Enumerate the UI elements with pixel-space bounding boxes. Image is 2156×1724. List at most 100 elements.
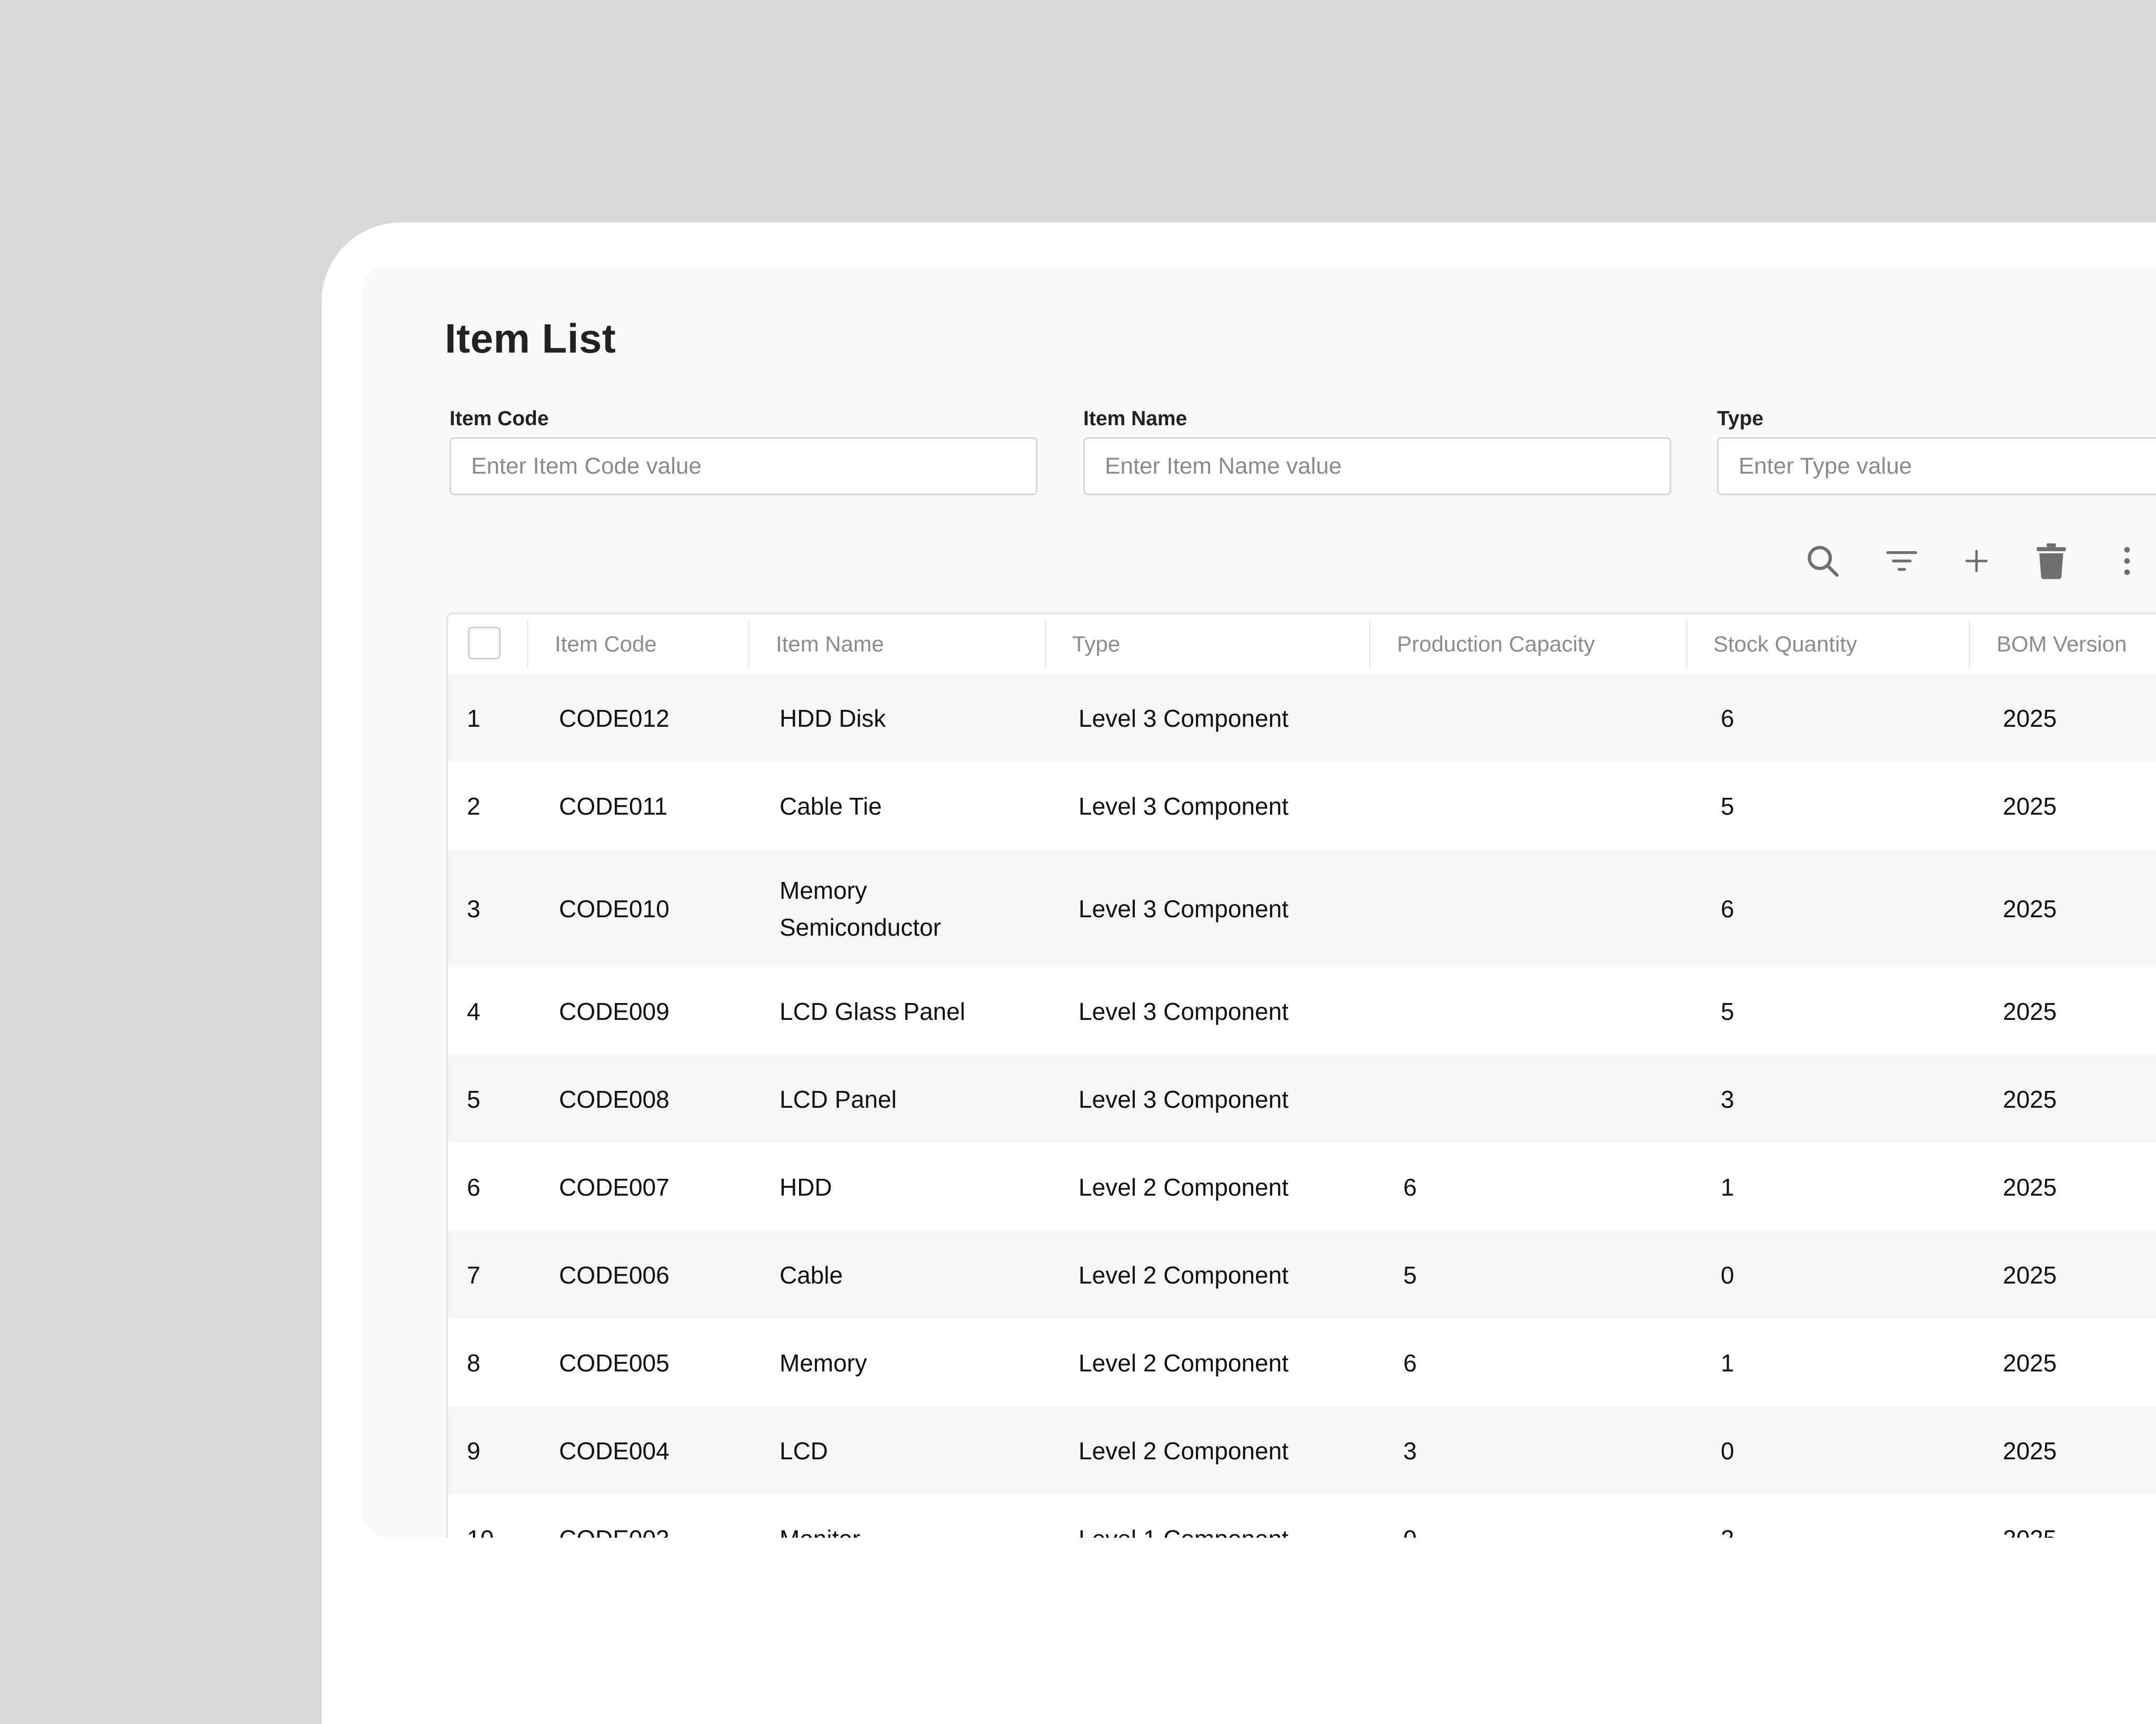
table-row[interactable]: 8 CODE005 Memory Level 2 Component 6 1 2025 bbox=[448, 1319, 2156, 1407]
column-header-item-code[interactable]: Item Code bbox=[555, 632, 657, 656]
item-code-cell: CODE012 bbox=[559, 704, 670, 732]
column-divider bbox=[1969, 619, 1970, 669]
row-number-cell: 1 bbox=[467, 704, 481, 732]
item-code-label: Item Code bbox=[450, 407, 549, 430]
item-name-cell: HDD Disk bbox=[780, 704, 886, 732]
bom-version-cell: 2025 bbox=[2003, 1173, 2057, 1201]
bom-version-cell: 2025 bbox=[2003, 1261, 2057, 1289]
type-cell: Level 2 Component bbox=[1079, 1437, 1289, 1465]
column-header-production-capacity[interactable]: Production Capacity bbox=[1397, 632, 1595, 656]
type-cell: Level 3 Component bbox=[1079, 1085, 1289, 1113]
item-name-cell: LCD Glass Panel bbox=[780, 997, 965, 1025]
item-name-input[interactable] bbox=[1083, 437, 1671, 495]
search-icon[interactable] bbox=[1801, 539, 1845, 583]
item-code-cell: CODE004 bbox=[559, 1437, 670, 1465]
row-number-cell: 10 bbox=[467, 1495, 494, 1538]
column-header-stock-quantity[interactable]: Stock Quantity bbox=[1713, 632, 1858, 656]
type-cell: Level 2 Component bbox=[1079, 1349, 1289, 1377]
type-cell: Level 3 Component bbox=[1079, 704, 1289, 732]
add-icon[interactable] bbox=[1954, 539, 1999, 583]
stock-quantity-cell: 2 bbox=[1721, 1495, 1734, 1538]
filter-icon[interactable] bbox=[1880, 539, 1924, 583]
table-row[interactable]: 9 CODE004 LCD Level 2 Component 3 0 2025 bbox=[448, 1407, 2156, 1495]
bom-version-cell: 2025 bbox=[2003, 1085, 2057, 1113]
table-row[interactable]: 7 CODE006 Cable Level 2 Component 5 0 2025 bbox=[448, 1231, 2156, 1319]
bom-version-cell: 2025 bbox=[2003, 895, 2057, 923]
stock-quantity-cell: 1 bbox=[1721, 1173, 1734, 1201]
type-label: Type bbox=[1717, 407, 1764, 430]
item-code-cell: CODE011 bbox=[559, 792, 668, 820]
bom-version-cell: 2025 bbox=[2003, 792, 2057, 820]
type-cell: Level 3 Component bbox=[1079, 895, 1289, 923]
column-divider bbox=[1369, 619, 1371, 669]
stock-quantity-cell: 6 bbox=[1721, 895, 1734, 923]
item-name-cell: HDD bbox=[780, 1173, 832, 1201]
bom-version-cell: 2025 bbox=[2003, 704, 2057, 732]
production-capacity-cell: 0 bbox=[1403, 1495, 1417, 1538]
more-icon[interactable] bbox=[2105, 539, 2149, 583]
column-header-item-name[interactable]: Item Name bbox=[776, 632, 884, 656]
table-row[interactable]: 4 CODE009 LCD Glass Panel Level 3 Component… bbox=[448, 967, 2156, 1055]
stock-quantity-cell: 1 bbox=[1721, 1349, 1734, 1377]
bom-version-cell: 2025 bbox=[2003, 1495, 2057, 1538]
item-code-cell: CODE006 bbox=[559, 1261, 670, 1289]
item-code-cell: CODE008 bbox=[559, 1085, 670, 1113]
item-code-cell: CODE009 bbox=[559, 997, 670, 1025]
table-row[interactable]: 6 CODE007 HDD Level 2 Component 6 1 2025 bbox=[448, 1143, 2156, 1231]
stock-quantity-cell: 5 bbox=[1721, 792, 1734, 820]
type-cell: Level 3 Component bbox=[1079, 997, 1289, 1025]
bom-version-cell: 2025 bbox=[2003, 1437, 2057, 1465]
item-name-cell: Cable bbox=[780, 1261, 843, 1289]
item-code-cell: CODE005 bbox=[559, 1349, 670, 1377]
production-capacity-cell: 3 bbox=[1403, 1437, 1417, 1465]
stock-quantity-cell: 6 bbox=[1721, 704, 1734, 732]
app-window: Item List Item Code Item Name Type bbox=[322, 223, 2156, 1724]
item-name-cell: LCD bbox=[780, 1437, 829, 1465]
type-cell: Level 1 Component bbox=[1079, 1495, 1289, 1538]
delete-icon[interactable] bbox=[2029, 539, 2073, 583]
column-divider bbox=[1686, 619, 1688, 669]
row-number-cell: 7 bbox=[467, 1261, 481, 1289]
item-name-cell: Memory bbox=[780, 1349, 867, 1377]
item-code-cell: CODE007 bbox=[559, 1173, 670, 1201]
type-cell: Level 2 Component bbox=[1079, 1261, 1289, 1289]
type-cell: Level 2 Component bbox=[1079, 1173, 1289, 1201]
table-row[interactable]: 10 CODE003 Monitor Level 1 Component 0 2 2025 bbox=[448, 1495, 2156, 1538]
item-list-panel: Item List Item Code Item Name Type bbox=[362, 265, 2156, 1538]
row-number-cell: 4 bbox=[467, 997, 481, 1025]
table-row[interactable]: 1 CODE012 HDD Disk Level 3 Component 6 2025 bbox=[448, 674, 2156, 762]
table-body: 1 CODE012 HDD Disk Level 3 Component 6 2025 2 C… bbox=[448, 674, 2156, 1538]
table-row[interactable]: 2 CODE011 Cable Tie Level 3 Component 5 2025 bbox=[448, 762, 2156, 850]
column-header-type[interactable]: Type bbox=[1072, 632, 1121, 656]
stock-quantity-cell: 0 bbox=[1721, 1437, 1734, 1465]
stock-quantity-cell: 3 bbox=[1721, 1085, 1734, 1113]
item-table: Item Code Item Name Type Production Capa… bbox=[446, 613, 2156, 1538]
type-cell: Level 3 Component bbox=[1079, 792, 1289, 820]
select-all-checkbox[interactable] bbox=[468, 627, 501, 659]
column-divider bbox=[748, 619, 750, 669]
bom-version-cell: 2025 bbox=[2003, 997, 2057, 1025]
row-number-cell: 5 bbox=[467, 1085, 481, 1113]
production-capacity-cell: 6 bbox=[1403, 1173, 1417, 1201]
item-name-cell: LCD Panel bbox=[780, 1085, 897, 1113]
row-number-cell: 9 bbox=[467, 1437, 481, 1465]
stock-quantity-cell: 0 bbox=[1721, 1261, 1734, 1289]
item-name-cell: Memory Semiconductor bbox=[780, 876, 941, 941]
production-capacity-cell: 5 bbox=[1403, 1261, 1417, 1289]
table-row[interactable]: 3 CODE010 Memory Semiconductor Level 3 Comp… bbox=[448, 850, 2156, 967]
table-row[interactable]: 5 CODE008 LCD Panel Level 3 Component 3 2025 bbox=[448, 1055, 2156, 1143]
row-number-cell: 6 bbox=[467, 1173, 481, 1201]
item-code-cell: CODE010 bbox=[559, 895, 670, 923]
column-divider bbox=[527, 619, 528, 669]
stock-quantity-cell: 5 bbox=[1721, 997, 1734, 1025]
item-code-input[interactable] bbox=[450, 437, 1037, 495]
item-code-cell: CODE003 bbox=[559, 1495, 670, 1538]
column-header-bom-version[interactable]: BOM Version bbox=[1997, 632, 2127, 656]
type-input[interactable] bbox=[1717, 437, 2156, 495]
item-name-cell: Cable Tie bbox=[780, 792, 882, 820]
row-number-cell: 8 bbox=[467, 1349, 481, 1377]
production-capacity-cell: 6 bbox=[1403, 1349, 1417, 1377]
column-divider bbox=[1045, 619, 1046, 669]
page-title: Item List bbox=[445, 315, 616, 362]
row-number-cell: 2 bbox=[467, 792, 481, 820]
